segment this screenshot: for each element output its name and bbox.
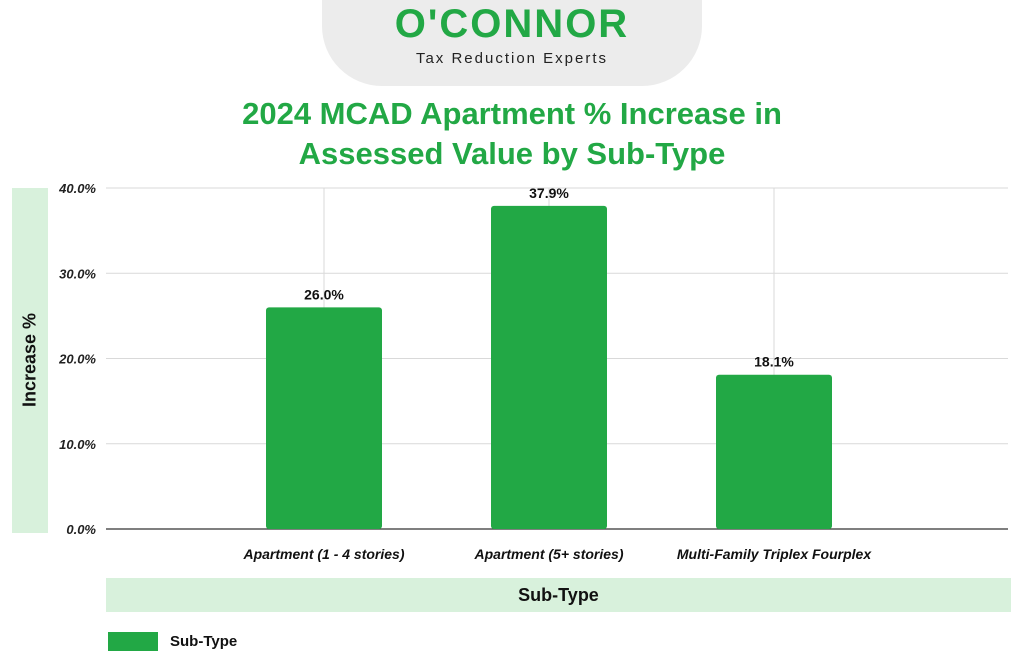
x-axis-label: Sub-Type xyxy=(106,578,1011,612)
bar xyxy=(491,205,607,529)
data-label: 37.9% xyxy=(529,185,569,201)
legend-swatch xyxy=(108,632,158,651)
y-tick-label: 40.0% xyxy=(58,181,96,196)
data-label: 18.1% xyxy=(754,354,794,370)
x-tick-label: Multi-Family Triplex Fourplex xyxy=(677,546,872,562)
chart-title: 2024 MCAD Apartment % Increase in Assess… xyxy=(0,94,1024,174)
data-label: 26.0% xyxy=(304,286,344,302)
logo-wordmark: O'CONNOR xyxy=(394,2,630,46)
x-tick-label: Apartment (5+ stories) xyxy=(474,546,624,562)
y-tick-label: 20.0% xyxy=(58,352,96,367)
bar xyxy=(266,307,382,529)
y-tick-label: 10.0% xyxy=(59,437,96,452)
y-tick-label: 30.0% xyxy=(59,266,96,281)
chart-title-line-1: 2024 MCAD Apartment % Increase in xyxy=(242,96,782,131)
bar xyxy=(716,374,832,529)
y-axis-label-band xyxy=(12,188,48,533)
logo-tagline: Tax Reduction Experts xyxy=(415,50,609,67)
x-tick-label: Apartment (1 - 4 stories) xyxy=(242,546,404,562)
y-tick-label: 0.0% xyxy=(66,522,96,537)
chart-title-line-2: Assessed Value by Sub-Type xyxy=(298,136,726,171)
legend-label: Sub-Type xyxy=(170,633,238,650)
logo-tab: O'CONNOR Tax Reduction Experts xyxy=(322,0,702,86)
